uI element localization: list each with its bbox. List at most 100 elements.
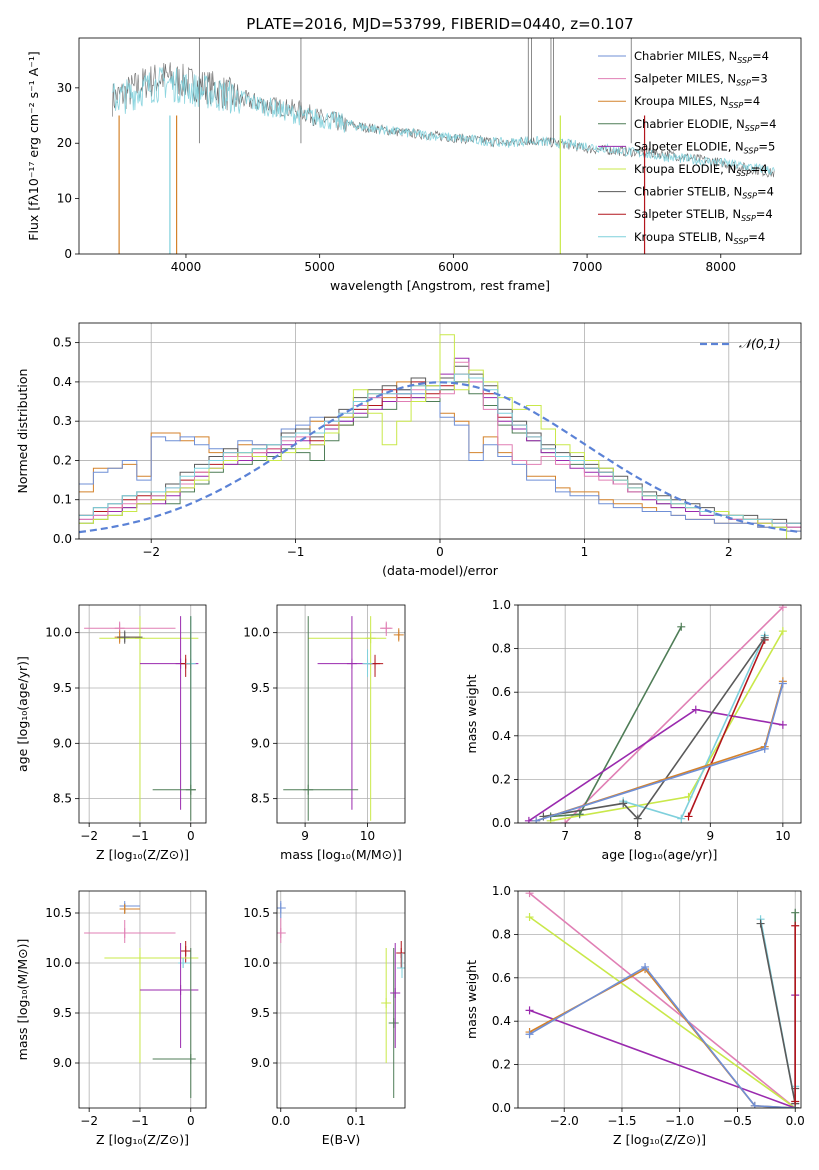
weight-marker	[684, 812, 693, 821]
weight-marker	[778, 605, 787, 612]
axes-frame	[276, 890, 406, 1109]
x-tick-label: 10	[360, 829, 375, 843]
y-tick-label: 0.6	[492, 685, 511, 699]
y-tick-label: 0.0	[492, 816, 511, 830]
weight-line	[529, 892, 796, 1108]
y-tick-label: 10.0	[45, 626, 72, 640]
panel-mass_vs_Z: −2 −1 0 9.0 9.5 10.0 10.5 Z [log₁₀(Z/Z⊙)] mass […	[15, 890, 207, 1147]
data-point	[303, 784, 314, 795]
x-axis-label: age [log₁₀(age/yr)]	[602, 847, 718, 862]
x-tick-label: −1.0	[665, 1114, 694, 1128]
x-tick-label: 6000	[438, 260, 469, 274]
data-point	[346, 658, 357, 669]
weight-marker	[633, 814, 642, 823]
plot-area	[84, 616, 199, 821]
weight-marker	[760, 744, 769, 753]
x-tick-label: 0.0	[271, 1114, 290, 1128]
y-tick-label: 9.5	[53, 1006, 72, 1020]
data-point	[185, 784, 196, 795]
plot-area	[277, 901, 405, 1098]
y-tick-label: 9.0	[251, 736, 270, 750]
x-tick-label: 0	[187, 829, 195, 843]
x-tick-label: 9	[301, 829, 309, 843]
legend-label: Salpeter ELODIE, NSSP=5	[634, 139, 775, 155]
y-tick-label: 10.0	[243, 626, 270, 640]
x-tick-label: 7	[561, 829, 569, 843]
panel-mass_weight_vs_age: 7 8 9 10 0.0 0.2 0.4 0.6 0.8 1.0 age [log₁₀(age/yr…	[464, 598, 802, 862]
legend-label: 𝒩(0,1)	[739, 336, 781, 351]
y-tick-label: 0.5	[53, 336, 72, 350]
weight-marker	[525, 1030, 534, 1039]
x-axis-label: (data-model)/error	[382, 563, 499, 578]
weight-marker	[524, 816, 533, 823]
x-tick-label: 2	[725, 545, 733, 559]
x-tick-label: 8	[634, 829, 642, 843]
axes-frame	[78, 37, 802, 255]
legend-label: Kroupa ELODIE, NSSP=4	[634, 162, 768, 178]
data-point	[362, 658, 373, 669]
y-tick-label: 0.6	[492, 971, 511, 985]
weight-line	[687, 639, 766, 817]
data-point	[134, 633, 145, 644]
legend-label: Salpeter STELIB, NSSP=4	[634, 207, 773, 223]
y-tick-label: 8.5	[251, 792, 270, 806]
y-tick-label: 9.5	[251, 1006, 270, 1020]
y-tick-label: 9.5	[53, 681, 72, 695]
x-axis-label: E(B-V)	[322, 1132, 361, 1147]
y-tick-label: 1.0	[492, 598, 511, 612]
y-tick-label: 0.1	[53, 493, 72, 507]
y-tick-label: 0.4	[492, 729, 511, 743]
gaussian-curve	[79, 381, 801, 534]
y-tick-label: 0.4	[53, 375, 72, 389]
weight-marker	[778, 627, 787, 636]
y-tick-label: 9.0	[251, 1056, 270, 1070]
y-axis-label: age [log₁₀(age/yr)]	[15, 656, 30, 772]
axes-frame	[517, 604, 802, 824]
legend-label: Salpeter MILES, NSSP=3	[634, 72, 768, 88]
y-axis-label: mass weight	[464, 960, 479, 1039]
data-point	[119, 928, 130, 938]
weight-marker	[525, 913, 534, 922]
data-point	[119, 632, 130, 643]
weight-line	[550, 630, 784, 822]
data-point	[119, 904, 130, 914]
panel-mass_weight_vs_Z: −2.0 −1.5 −1.0 −0.5 0.0 0.0 0.2 0.4 0.6 0.8 1.0 Z […	[464, 884, 805, 1147]
y-tick-label: 10.5	[243, 906, 270, 920]
weight-marker	[677, 814, 686, 823]
plot-area	[525, 891, 800, 1108]
x-tick-label: 5000	[304, 260, 335, 274]
x-tick-label: −2	[142, 545, 160, 559]
weight-marker	[760, 633, 769, 642]
data-point	[393, 629, 404, 640]
weight-marker	[561, 819, 570, 823]
x-tick-label: 9	[706, 829, 714, 843]
panel-mass_vs_EBV: 0.0 0.1 9.0 9.5 10.0 10.5 E(B-V)	[243, 890, 406, 1147]
weight-line	[550, 626, 683, 818]
x-tick-label: −2.0	[550, 1114, 579, 1128]
legend-label: Chabrier ELODIE, NSSP=4	[634, 117, 776, 133]
y-tick-label: 9.0	[53, 736, 72, 750]
y-tick-label: 0.4	[492, 1014, 511, 1028]
plot-area	[524, 605, 787, 823]
data-point	[396, 963, 405, 973]
data-point	[134, 953, 145, 963]
x-tick-label: 0.0	[786, 1114, 805, 1128]
weight-marker	[778, 720, 787, 729]
weight-marker	[525, 1006, 534, 1015]
weight-line	[535, 681, 784, 822]
y-tick-label: 10.0	[243, 956, 270, 970]
x-tick-label: −0.5	[723, 1114, 752, 1128]
y-tick-label: 1.0	[492, 884, 511, 898]
weight-marker	[756, 919, 765, 928]
y-tick-label: 0.2	[53, 453, 72, 467]
data-point	[180, 946, 191, 956]
x-tick-label: 0.1	[347, 1114, 366, 1128]
y-tick-label: 0.2	[492, 772, 511, 786]
axes-frame	[78, 890, 207, 1109]
chart-title: PLATE=2016, MJD=53799, FIBERID=0440, z=0…	[246, 15, 633, 33]
x-tick-label: 0	[187, 1114, 195, 1128]
y-tick-label: 0.0	[53, 532, 72, 546]
y-tick-label: 10.0	[45, 956, 72, 970]
y-tick-label: 9.0	[53, 1056, 72, 1070]
data-point	[390, 988, 401, 998]
